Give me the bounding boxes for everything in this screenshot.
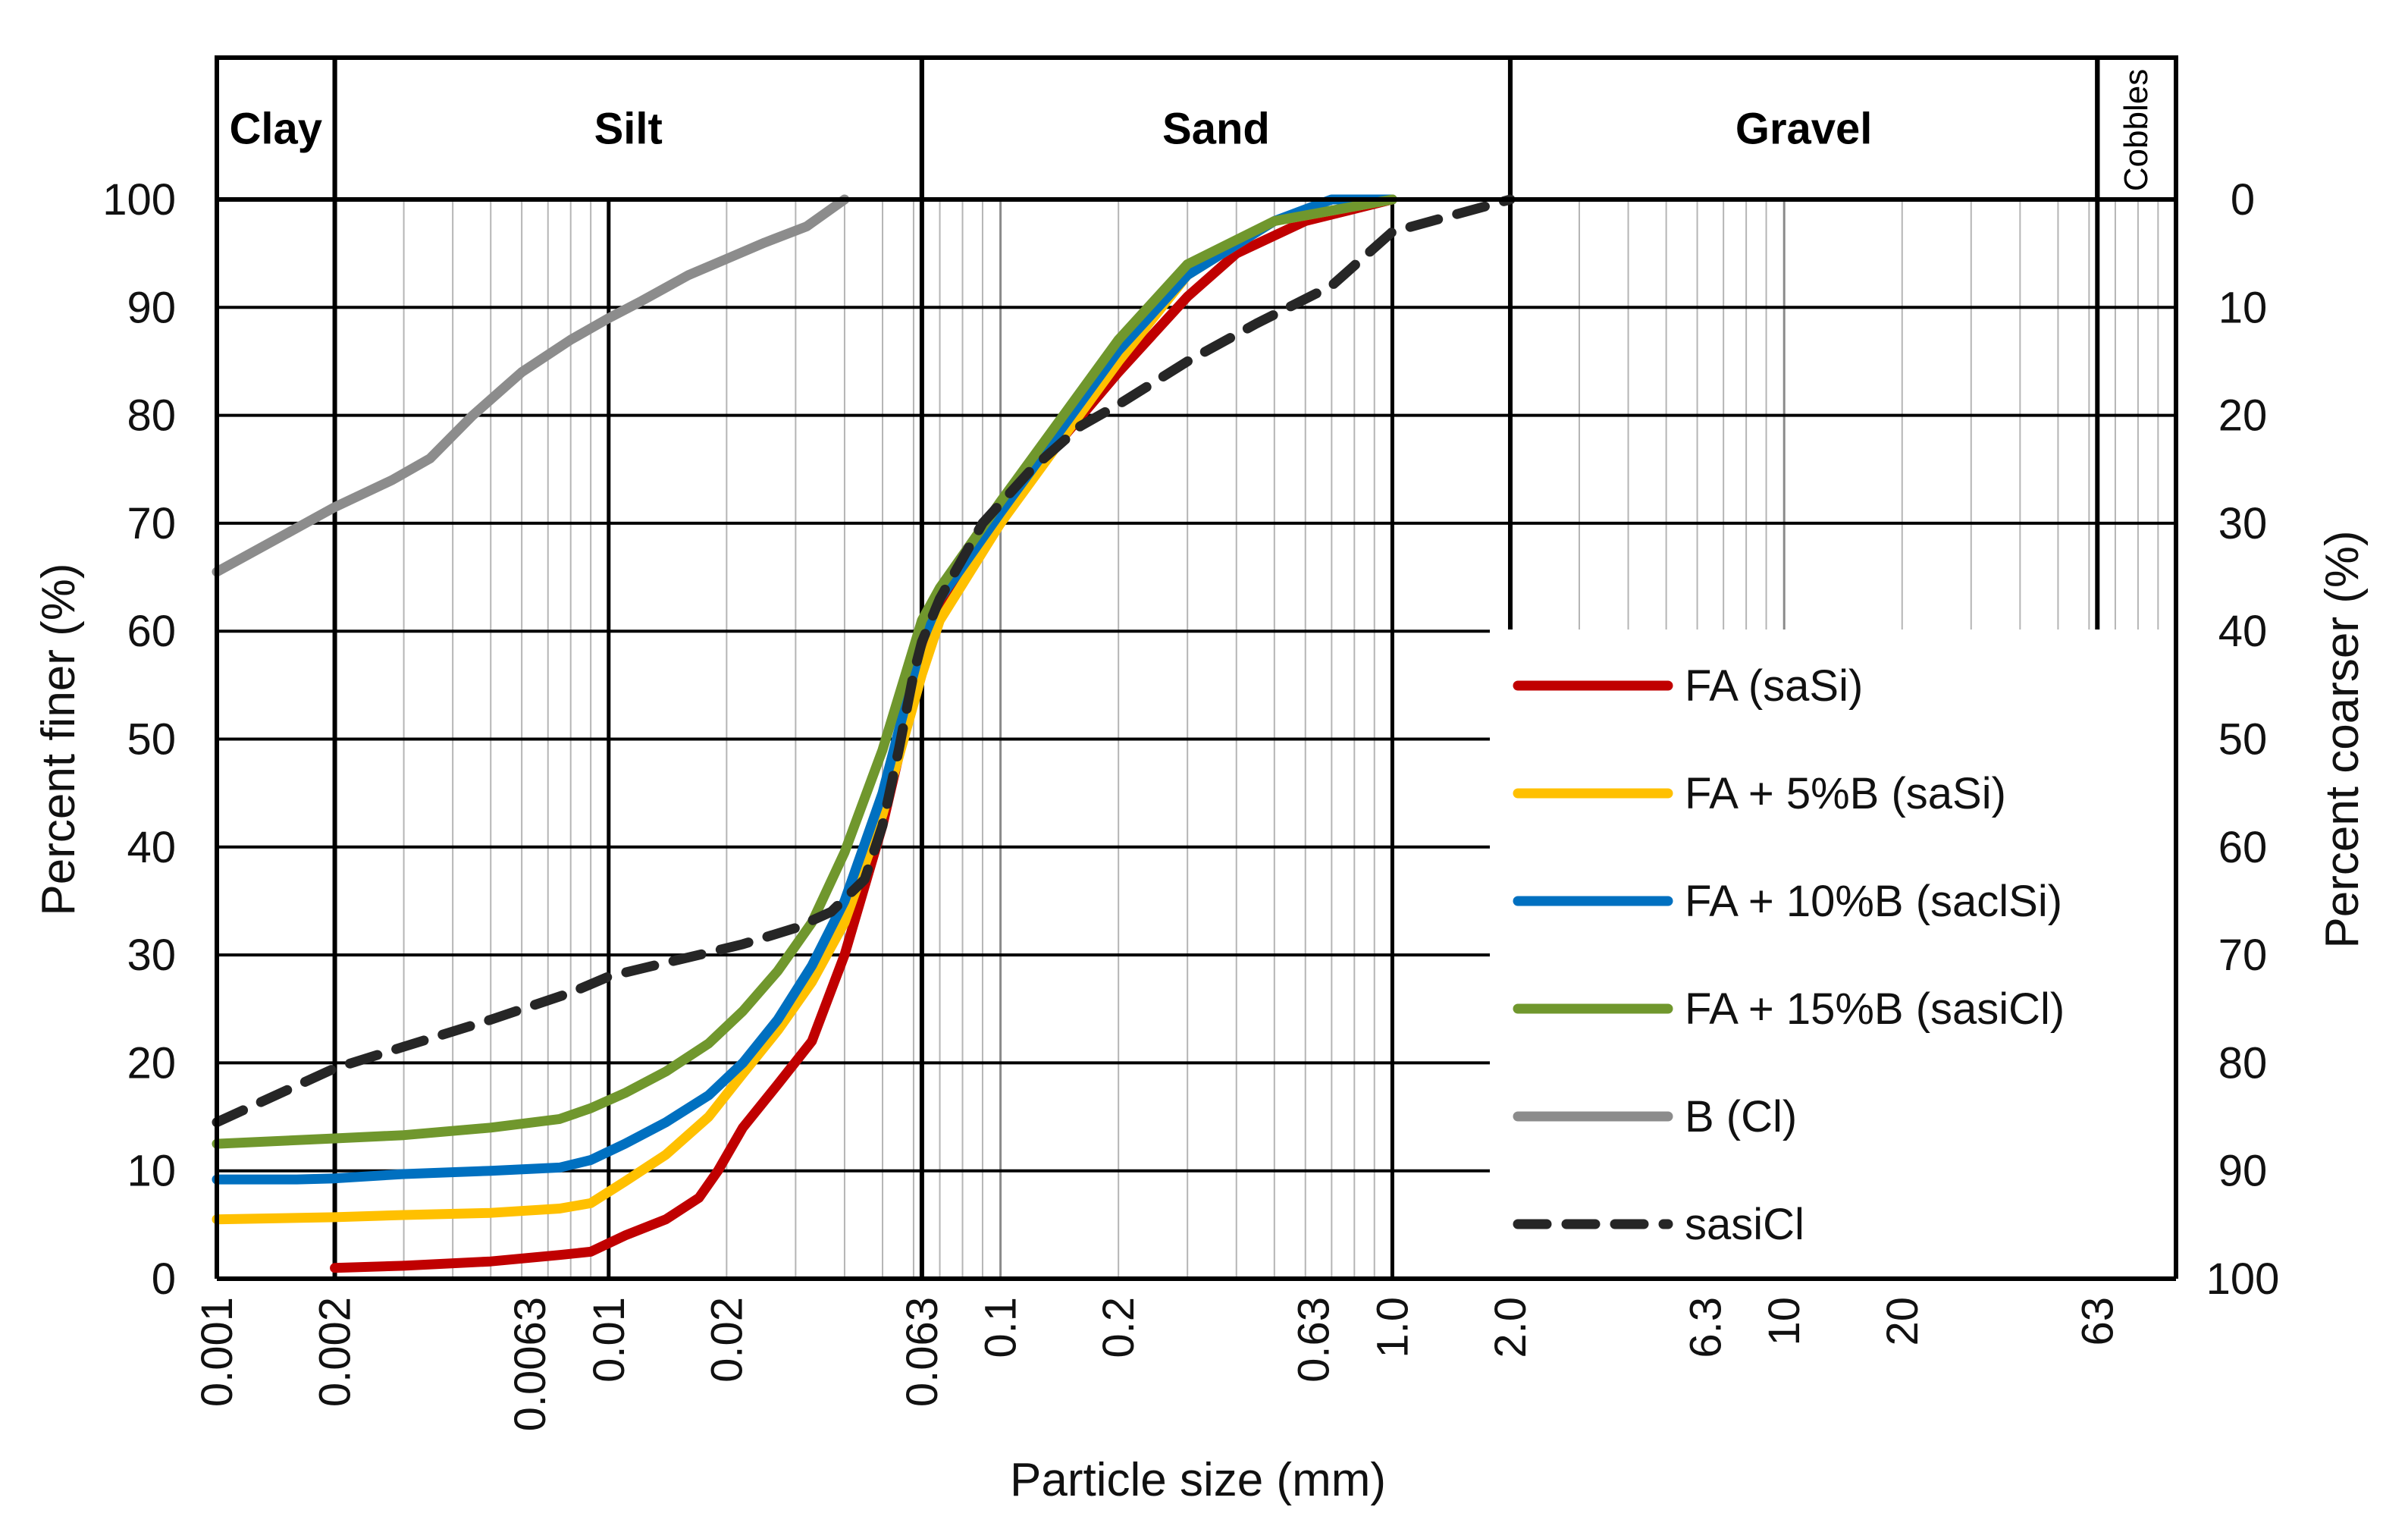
fraction-label: Cobbles: [2118, 69, 2155, 191]
soil-fraction-header: Clay Silt Sand Gravel Cobbles: [215, 55, 2179, 202]
x-tick-label: 1.0: [1368, 1297, 1417, 1358]
x-tick-label: 0.001: [193, 1297, 242, 1407]
x-tick-label: 0.1: [977, 1297, 1026, 1358]
y-tick-label-left: 20: [127, 1038, 176, 1088]
y-tick-label-right: 90: [2218, 1147, 2268, 1196]
y-tick-label-left: 40: [127, 823, 176, 872]
y-tick-label-left: 0: [152, 1254, 176, 1304]
grid-lines: [217, 58, 2176, 1279]
fraction-label: Gravel: [1735, 105, 1873, 154]
series-line: [212, 194, 1516, 1128]
y-tick-label-right: 20: [2218, 391, 2268, 441]
fraction-label: Sand: [1162, 105, 1270, 154]
y-tick-label-right: 70: [2218, 931, 2268, 980]
y-tick-label-left: 90: [127, 283, 176, 332]
fraction-label: Silt: [594, 105, 663, 154]
y-tick-label-right: 80: [2218, 1038, 2268, 1088]
y-tick-label-right: 30: [2218, 499, 2268, 548]
y-tick-label-left: 80: [127, 391, 176, 441]
series-line: [212, 194, 1397, 1149]
y-tick-label-right: 0: [2231, 175, 2255, 224]
series-lines: [212, 194, 1516, 1273]
series-line: [212, 194, 850, 577]
legend-entry-label: FA (saSi): [1685, 661, 1863, 711]
legend-entry-label: FA + 5%B (saSi): [1685, 769, 2006, 818]
y-tick-label-right: 50: [2218, 715, 2268, 764]
legend-entry-label: FA + 15%B (sasiCl): [1685, 984, 2065, 1034]
y-tick-label-left: 70: [127, 499, 176, 548]
x-tick-label: 20: [1878, 1297, 1927, 1346]
y-tick-label-left: 60: [127, 607, 176, 656]
x-tick-label: 2.0: [1486, 1297, 1535, 1358]
axes: 0102030405060708090100100908070605040302…: [33, 58, 2369, 1506]
y-tick-label-right: 100: [2206, 1254, 2280, 1304]
x-tick-label: 0.0063: [506, 1297, 555, 1431]
y-tick-label-right: 60: [2218, 823, 2268, 872]
series-line: [330, 194, 1397, 1273]
legend: FA (saSi) FA + 5%B (saSi) FA + 10%B (saclS…: [1490, 629, 2174, 1276]
legend-box: [1490, 629, 2174, 1276]
y-axis-title-left: Percent finer (%): [33, 563, 85, 915]
y-tick-label-left: 100: [102, 175, 176, 224]
y-tick-label-right: 10: [2218, 283, 2268, 332]
legend-entry-label: sasiCl: [1685, 1200, 1804, 1249]
series-line: [212, 194, 1397, 1225]
x-tick-label: 0.2: [1094, 1297, 1143, 1358]
x-tick-label: 0.01: [585, 1297, 634, 1383]
fraction-label: Clay: [230, 105, 323, 154]
x-tick-label: 10: [1760, 1297, 1809, 1346]
series-line: [212, 194, 1397, 1185]
legend-entry-label: FA + 10%B (saclSi): [1685, 877, 2062, 926]
x-tick-label: 0.063: [898, 1297, 947, 1407]
y-tick-label-left: 30: [127, 931, 176, 980]
x-tick-label: 6.3: [1681, 1297, 1730, 1358]
y-axis-title-right: Percent coarser (%): [2316, 530, 2369, 948]
y-tick-label-right: 40: [2218, 607, 2268, 656]
x-tick-label: 0.02: [702, 1297, 751, 1383]
x-axis-title: Particle size (mm): [1010, 1454, 1386, 1506]
y-tick-label-left: 10: [127, 1147, 176, 1196]
legend-entry-label: B (Cl): [1685, 1092, 1797, 1141]
y-tick-label-left: 50: [127, 715, 176, 764]
x-tick-label: 63: [2073, 1297, 2122, 1346]
x-tick-label: 0.63: [1290, 1297, 1339, 1383]
x-tick-label: 0.002: [311, 1297, 360, 1407]
